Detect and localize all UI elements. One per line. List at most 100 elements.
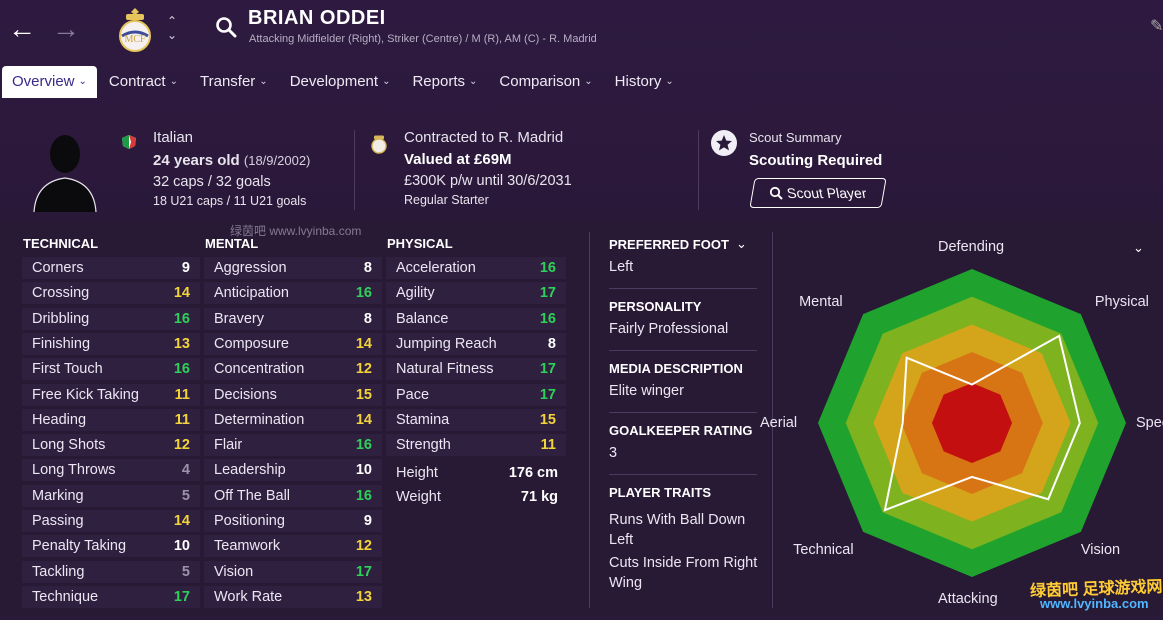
attribute-row-physical[interactable]: Acceleration 16 bbox=[386, 257, 566, 279]
nationality: Italian bbox=[153, 129, 194, 146]
attribute-name: Acceleration bbox=[396, 260, 476, 276]
attribute-row-physical[interactable]: Agility 17 bbox=[386, 282, 566, 305]
measurement-value: 176 cm bbox=[508, 465, 558, 481]
attribute-row-mental[interactable]: Off The Ball 16 bbox=[204, 484, 382, 507]
edit-icon[interactable]: ✎ bbox=[1150, 18, 1163, 35]
tab-contract[interactable]: Contract ⌄ bbox=[99, 66, 188, 98]
attribute-row-mental[interactable]: Teamwork 12 bbox=[204, 535, 382, 558]
measurement-value: 71 kg bbox=[520, 489, 558, 505]
attribute-value: 14 bbox=[355, 411, 372, 428]
tab-development[interactable]: Development ⌄ bbox=[280, 66, 401, 98]
attribute-value: 14 bbox=[173, 513, 190, 529]
attribute-row-mental[interactable]: Positioning 9 bbox=[204, 510, 382, 532]
attribute-row-technical[interactable]: First Touch 16 bbox=[22, 358, 200, 381]
switch-player-arrows-icon[interactable]: ⌃ ⌄ bbox=[167, 14, 178, 42]
physical-heading: PHYSICAL bbox=[387, 236, 453, 251]
star-icon bbox=[711, 130, 737, 156]
u21-caps-goals: 18 U21 caps / 11 U21 goals bbox=[153, 194, 307, 208]
radar-axis-label: Defending bbox=[938, 239, 1005, 255]
attribute-name: Technique bbox=[32, 588, 99, 605]
divider bbox=[609, 412, 757, 413]
attribute-row-technical[interactable]: Long Shots 12 bbox=[22, 434, 200, 457]
tab-overview[interactable]: Overview ⌄ bbox=[2, 66, 97, 98]
chevron-down-icon[interactable]: ⌄ bbox=[736, 236, 747, 251]
attribute-name: Long Shots bbox=[32, 437, 106, 454]
attribute-row-mental[interactable]: Vision 17 bbox=[204, 560, 382, 583]
divider bbox=[698, 130, 699, 210]
attribute-row-mental[interactable]: Anticipation 16 bbox=[204, 282, 382, 305]
tab-reports[interactable]: Reports ⌄ bbox=[402, 66, 487, 98]
attribute-name: Dribbling bbox=[32, 310, 90, 327]
squad-status: Regular Starter bbox=[404, 193, 489, 207]
club-crest-icon[interactable]: MCF bbox=[116, 6, 154, 54]
attribute-row-mental[interactable]: Leadership 10 bbox=[204, 459, 382, 482]
watermark-text: 绿茵吧 www.lvyinba.com bbox=[230, 224, 362, 238]
attribute-row-technical[interactable]: Finishing 13 bbox=[22, 332, 200, 355]
attribute-value: 15 bbox=[355, 386, 372, 403]
attribute-value: 15 bbox=[539, 411, 556, 428]
attribute-row-mental[interactable]: Flair 16 bbox=[204, 434, 382, 457]
club-badge-icon bbox=[371, 135, 387, 154]
attribute-value: 12 bbox=[355, 538, 372, 555]
scout-player-button[interactable]: Scout Player bbox=[749, 178, 887, 208]
attribute-row-technical[interactable]: Long Throws 4 bbox=[22, 459, 200, 482]
attribute-row-mental[interactable]: Bravery 8 bbox=[204, 307, 382, 330]
attribute-row-mental[interactable]: Concentration 12 bbox=[204, 358, 382, 381]
tab-history[interactable]: History ⌄ bbox=[605, 66, 684, 98]
attribute-name: Positioning bbox=[214, 513, 285, 529]
attribute-row-technical[interactable]: Crossing 14 bbox=[22, 282, 200, 305]
tab-transfer[interactable]: Transfer ⌄ bbox=[190, 66, 278, 98]
chevron-down-icon: ⌄ bbox=[469, 76, 478, 87]
back-arrow-icon[interactable]: ← bbox=[8, 13, 36, 44]
attribute-row-mental[interactable]: Composure 14 bbox=[204, 332, 382, 355]
divider bbox=[354, 130, 355, 210]
attribute-value: 14 bbox=[173, 285, 190, 302]
technical-heading: TECHNICAL bbox=[23, 236, 99, 251]
attribute-row-physical[interactable]: Natural Fitness 17 bbox=[386, 358, 566, 381]
attribute-row-physical[interactable]: Balance 16 bbox=[386, 307, 566, 330]
tab-comparison[interactable]: Comparison ⌄ bbox=[489, 66, 602, 98]
attribute-name: Finishing bbox=[32, 335, 91, 352]
attribute-row-technical[interactable]: Corners 9 bbox=[22, 257, 200, 279]
attribute-name: Long Throws bbox=[32, 462, 116, 479]
attribute-value: 12 bbox=[355, 361, 372, 378]
attribute-row-physical[interactable]: Stamina 15 bbox=[386, 408, 566, 431]
attribute-row-technical[interactable]: Dribbling 16 bbox=[22, 307, 200, 330]
forward-arrow-icon[interactable]: → bbox=[52, 13, 80, 44]
attribute-row-technical[interactable]: Free Kick Taking 11 bbox=[22, 383, 200, 406]
chevron-down-icon[interactable]: ⌄ bbox=[1133, 240, 1144, 255]
attribute-value: 8 bbox=[363, 260, 372, 276]
attribute-row-mental[interactable]: Determination 14 bbox=[204, 408, 382, 431]
attribute-row-mental[interactable]: Work Rate 13 bbox=[204, 585, 382, 608]
search-icon[interactable] bbox=[215, 16, 237, 38]
player-trait: Cuts Inside From Right Wing bbox=[609, 555, 758, 591]
attribute-row-technical[interactable]: Passing 14 bbox=[22, 510, 200, 532]
tab-label: History bbox=[614, 73, 662, 90]
attribute-row-physical[interactable]: Pace 17 bbox=[386, 383, 566, 406]
age: 24 years old bbox=[153, 152, 240, 169]
italy-flag-icon bbox=[122, 135, 136, 149]
chevron-down-icon: ⌄ bbox=[665, 76, 674, 87]
scout-summary-status: Scouting Required bbox=[749, 152, 883, 169]
attribute-row-mental[interactable]: Decisions 15 bbox=[204, 383, 382, 406]
attribute-value: 11 bbox=[174, 386, 190, 403]
attribute-value: 10 bbox=[355, 462, 372, 479]
attribute-name: Heading bbox=[32, 411, 87, 428]
attribute-name: Crossing bbox=[32, 285, 90, 302]
attribute-value: 10 bbox=[173, 538, 190, 555]
attribute-name: Corners bbox=[32, 260, 84, 276]
attribute-row-technical[interactable]: Tackling 5 bbox=[22, 560, 200, 583]
attribute-name: Teamwork bbox=[214, 538, 281, 555]
attribute-row-technical[interactable]: Marking 5 bbox=[22, 484, 200, 507]
attribute-row-technical[interactable]: Technique 17 bbox=[22, 585, 200, 608]
attribute-row-technical[interactable]: Penalty Taking 10 bbox=[22, 535, 200, 558]
attribute-value: 16 bbox=[173, 361, 190, 378]
player-silhouette-icon bbox=[33, 135, 97, 212]
attribute-value: 11 bbox=[174, 411, 190, 428]
attribute-row-mental[interactable]: Aggression 8 bbox=[204, 257, 382, 279]
attribute-row-physical[interactable]: Jumping Reach 8 bbox=[386, 332, 566, 355]
attribute-name: Aggression bbox=[214, 260, 287, 276]
attribute-value: 5 bbox=[181, 563, 190, 580]
attribute-row-physical[interactable]: Strength 11 bbox=[386, 434, 566, 457]
attribute-row-technical[interactable]: Heading 11 bbox=[22, 408, 200, 431]
